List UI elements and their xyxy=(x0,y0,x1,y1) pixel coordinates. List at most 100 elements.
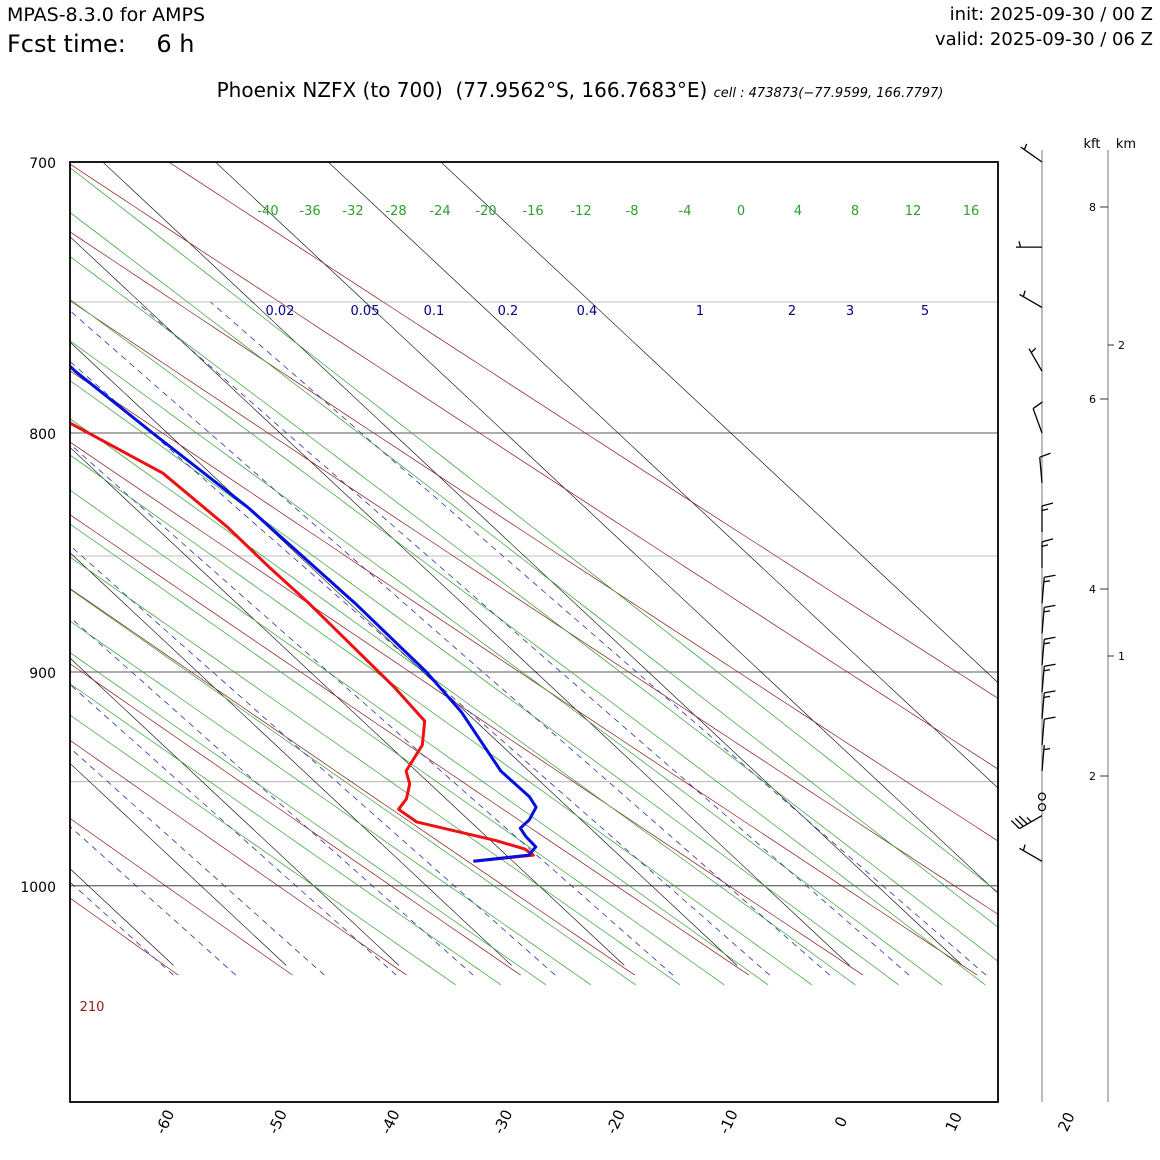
wind-barb-9 xyxy=(1041,604,1056,634)
moist-adiabat-label-8: 8 xyxy=(851,204,859,219)
isotherm--70 xyxy=(0,0,61,965)
dry-adiabat-280 xyxy=(70,370,978,976)
wind-barb-14 xyxy=(1041,745,1051,772)
mixing-ratio-line-0.01 xyxy=(70,881,174,976)
dry-adiabat-300 xyxy=(70,231,998,842)
dry-adiabat-210 xyxy=(70,897,179,976)
kft-tick-label-8: 8 xyxy=(1089,201,1096,214)
calm-wind-circle xyxy=(1037,792,1047,801)
isotherm-30 xyxy=(327,162,998,789)
moist-adiabat--32 xyxy=(70,652,547,986)
isotherm--30 xyxy=(70,552,512,966)
moist-adiabat--16 xyxy=(70,523,725,986)
wind-barb-5 xyxy=(1039,452,1051,484)
mixing-ratio-line-0.4 xyxy=(70,545,556,976)
wind-barb-16 xyxy=(1037,803,1047,812)
km-tick-label-1: 1 xyxy=(1118,650,1125,663)
barb-flag xyxy=(1041,538,1054,543)
temp-tick-bottom--60: -60 xyxy=(152,1107,179,1137)
wind-barb-1 xyxy=(1016,241,1042,248)
moist-adiabat-label-16: 16 xyxy=(963,204,980,219)
mixing-ratio-label-0.1: 0.1 xyxy=(424,304,445,319)
calm-wind-circle xyxy=(1037,803,1047,812)
barb-flag xyxy=(1032,401,1043,410)
moist-adiabat-label--24: -24 xyxy=(429,204,450,219)
isotherm--20 xyxy=(70,446,625,966)
mixing-ratio-line-0.2 xyxy=(70,616,474,976)
wind-barb-18 xyxy=(1019,844,1043,862)
moist-adiabat-label--16: -16 xyxy=(522,204,543,219)
dry-adiabat-320 xyxy=(167,162,998,699)
barb-half-flag xyxy=(1026,816,1032,823)
barb-half-flag xyxy=(1043,669,1051,672)
mixing-ratio-label-1: 1 xyxy=(696,304,704,319)
moist-adiabat-label--8: -8 xyxy=(626,204,639,219)
barb-flag xyxy=(1044,636,1056,640)
wind-barb-13 xyxy=(1041,716,1056,746)
barb-half-flag xyxy=(1041,544,1049,548)
kft-tick-label-4: 4 xyxy=(1089,583,1096,596)
temp-tick-bottom-10: 10 xyxy=(942,1109,966,1134)
moist-adiabat--8 xyxy=(70,454,813,986)
barb-flag xyxy=(1044,690,1056,694)
barb-half-flag xyxy=(1043,610,1051,613)
barb-half-flag xyxy=(1043,747,1051,751)
pressure-label-900: 900 xyxy=(29,666,56,682)
mixing-ratio-line-8 xyxy=(210,301,987,976)
temp-tick-bottom-20: 20 xyxy=(1054,1109,1078,1134)
isotherm--60 xyxy=(70,868,174,966)
barb-half-flag xyxy=(1022,844,1026,851)
barb-flag xyxy=(1039,452,1051,458)
dry-adiabat-240 xyxy=(70,663,521,976)
moist-adiabat-4 xyxy=(70,340,943,986)
moist-adiabat-0 xyxy=(70,380,899,986)
wind-barb-2 xyxy=(1019,290,1043,308)
pressure-label-1000: 1000 xyxy=(20,880,56,896)
moist-adiabat--28 xyxy=(70,620,592,986)
moist-adiabat--12 xyxy=(70,489,769,986)
barb-flag xyxy=(1044,574,1056,578)
moist-adiabat-label--40: -40 xyxy=(257,204,278,219)
mixing-ratio-label-0.02: 0.02 xyxy=(266,304,295,319)
wind-barb-10 xyxy=(1041,636,1056,666)
dry-adiabat-label-210: 210 xyxy=(80,1000,105,1015)
moist-adiabat-label--32: -32 xyxy=(342,204,363,219)
wind-barb-8 xyxy=(1041,574,1056,604)
temp-tick-bottom--10: -10 xyxy=(715,1107,742,1137)
isotherm-0 xyxy=(70,236,850,966)
isotherm-20 xyxy=(214,162,998,894)
dry-adiabat-230 xyxy=(70,739,407,976)
barb-half-flag xyxy=(1030,347,1037,354)
moist-adiabat-label--36: -36 xyxy=(299,204,320,219)
barb-shaft xyxy=(1039,457,1043,484)
temp-tick-bottom--40: -40 xyxy=(377,1107,404,1137)
dry-adiabat-310 xyxy=(70,163,998,770)
moist-adiabat-8 xyxy=(70,298,986,986)
valid-time: valid: 2025-09-30 / 06 Z xyxy=(935,29,1153,50)
isotherm--50 xyxy=(70,762,287,966)
temp-tick-bottom--50: -50 xyxy=(264,1107,291,1137)
barb-half-flag xyxy=(1022,290,1026,297)
barb-half-flag xyxy=(1041,508,1049,512)
wind-barb-0 xyxy=(1020,143,1043,163)
moist-adiabat--36 xyxy=(70,683,502,986)
mixing-ratio-line-0.1 xyxy=(70,683,397,976)
moist-adiabat-label-4: 4 xyxy=(794,204,802,219)
wind-barb-7 xyxy=(1041,538,1054,568)
pressure-label-700: 700 xyxy=(29,156,56,172)
model-name: MPAS-8.3.0 for AMPS xyxy=(7,4,206,26)
moist-adiabat-label-0: 0 xyxy=(737,204,745,219)
moist-adiabat--4 xyxy=(70,418,856,986)
mixing-ratio-label-0.05: 0.05 xyxy=(351,304,380,319)
wind-barb-4 xyxy=(1032,401,1043,434)
mixing-ratio-label-3: 3 xyxy=(846,304,854,319)
isotherm-40 xyxy=(440,162,998,684)
temp-tick-bottom--30: -30 xyxy=(490,1107,517,1137)
moist-adiabat-label--12: -12 xyxy=(570,204,591,219)
km-tick-label-2: 2 xyxy=(1118,339,1125,352)
forecast-time: Fcst time: 6 h xyxy=(7,30,194,58)
mixing-ratio-label-2: 2 xyxy=(788,304,796,319)
barb-flag xyxy=(1044,604,1056,609)
moist-adiabat-label--4: -4 xyxy=(679,204,692,219)
